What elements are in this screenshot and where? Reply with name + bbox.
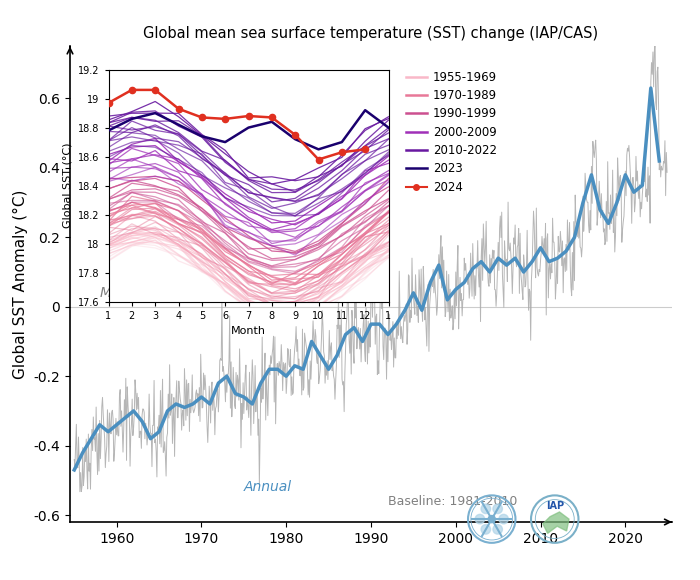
Text: IAP: IAP: [546, 501, 564, 511]
X-axis label: Month: Month: [231, 326, 266, 336]
Point: [173, 104, 184, 114]
Text: Baseline: 1981-2010: Baseline: 1981-2010: [388, 495, 517, 508]
Point: [266, 113, 277, 122]
Point: [150, 85, 161, 95]
Text: Monthly: Monthly: [99, 286, 155, 300]
Circle shape: [499, 514, 508, 524]
Point: [103, 98, 114, 107]
Legend: 1955-1969, 1970-1989, 1990-1999, 2000-2009, 2010-2022, 2023, 2024: 1955-1969, 1970-1989, 1990-1999, 2000-20…: [405, 71, 497, 194]
Point: [313, 155, 324, 164]
Point: [360, 144, 371, 154]
Circle shape: [488, 516, 496, 523]
Title: Global mean sea surface temperature (SST) change (IAP/CAS): Global mean sea surface temperature (SST…: [144, 26, 598, 41]
Circle shape: [493, 504, 503, 513]
Circle shape: [475, 514, 484, 524]
Polygon shape: [543, 512, 569, 534]
Y-axis label: Global SST Anomaly (°C): Global SST Anomaly (°C): [13, 190, 28, 379]
Point: [243, 111, 254, 121]
Point: [196, 113, 207, 122]
Circle shape: [493, 525, 503, 534]
Point: [220, 114, 231, 124]
Point: [290, 130, 301, 139]
Point: [126, 85, 137, 95]
Circle shape: [481, 504, 491, 513]
Y-axis label: Global SST (°C): Global SST (°C): [62, 143, 72, 229]
Point: [336, 147, 347, 157]
Text: Annual: Annual: [244, 480, 292, 494]
Circle shape: [481, 525, 491, 534]
